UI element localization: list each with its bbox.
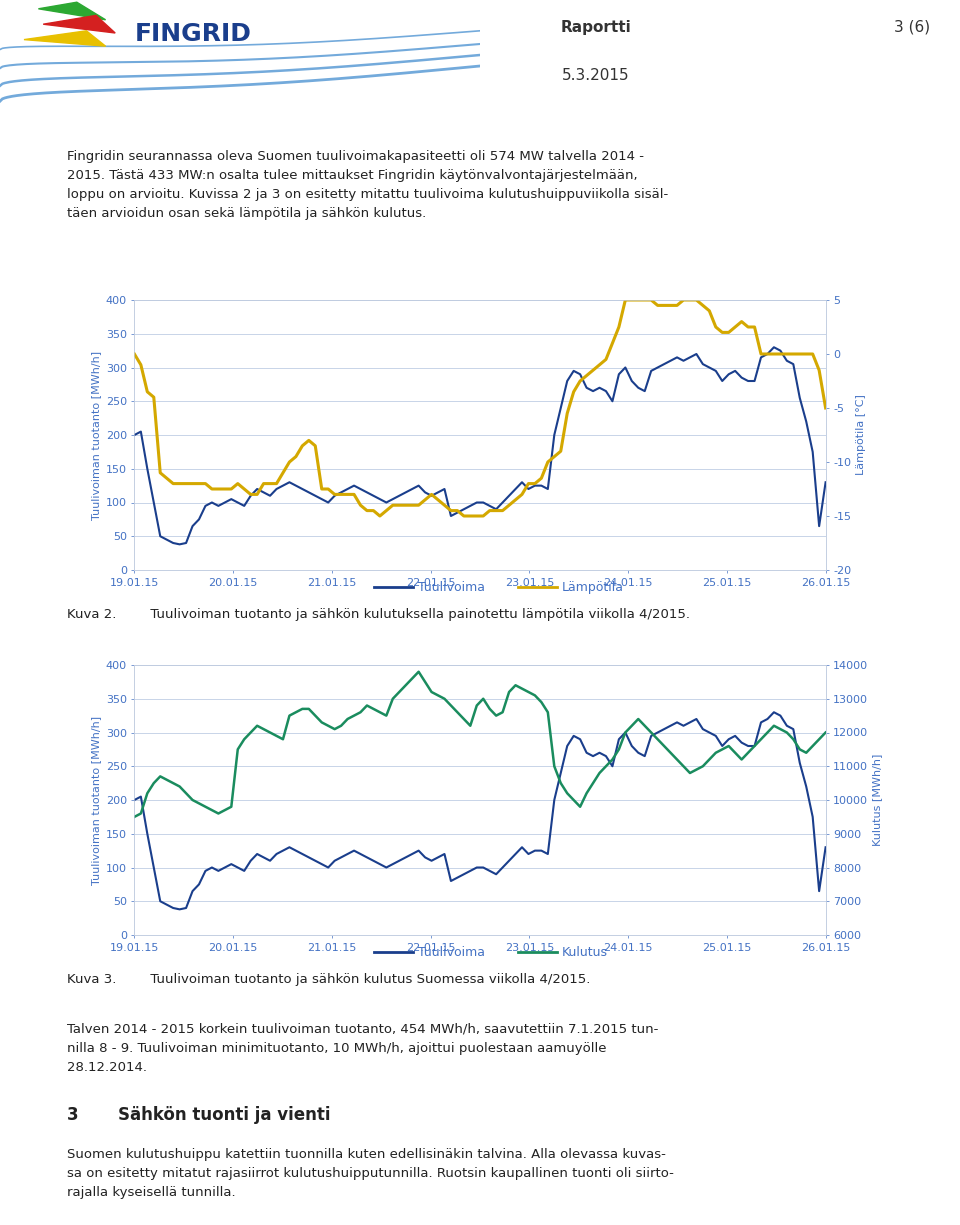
Polygon shape	[43, 16, 115, 33]
Text: Suomen kulutushuippu katettiin tuonnilla kuten edellisinäkin talvina. Alla oleva: Suomen kulutushuippu katettiin tuonnilla…	[67, 1148, 674, 1199]
Y-axis label: Kulutus [MWh/h]: Kulutus [MWh/h]	[873, 753, 882, 846]
Text: Lämpötila: Lämpötila	[562, 581, 624, 593]
Text: Kuva 2.        Tuulivoiman tuotanto ja sähkön kulutuksella painotettu lämpötila : Kuva 2. Tuulivoiman tuotanto ja sähkön k…	[67, 608, 690, 621]
Text: FINGRID: FINGRID	[134, 22, 252, 47]
Text: Kulutus: Kulutus	[562, 946, 608, 958]
Text: 5.3.2015: 5.3.2015	[562, 69, 630, 83]
Text: 3 (6): 3 (6)	[894, 20, 929, 34]
Text: Talven 2014 - 2015 korkein tuulivoiman tuotanto, 454 MWh/h, saavutettiin 7.1.201: Talven 2014 - 2015 korkein tuulivoiman t…	[67, 1023, 659, 1074]
Polygon shape	[24, 31, 106, 47]
Y-axis label: Tuulivoiman tuotanto [MWh/h]: Tuulivoiman tuotanto [MWh/h]	[91, 350, 102, 519]
Polygon shape	[38, 2, 106, 20]
Y-axis label: Tuulivoiman tuotanto [MWh/h]: Tuulivoiman tuotanto [MWh/h]	[91, 715, 102, 884]
Text: 3: 3	[67, 1105, 79, 1123]
Text: Fingridin seurannassa oleva Suomen tuulivoimakapasiteetti oli 574 MW talvella 20: Fingridin seurannassa oleva Suomen tuuli…	[67, 149, 668, 220]
Text: Tuulivoima: Tuulivoima	[418, 581, 485, 593]
Text: Kuva 3.        Tuulivoiman tuotanto ja sähkön kulutus Suomessa viikolla 4/2015.: Kuva 3. Tuulivoiman tuotanto ja sähkön k…	[67, 973, 590, 986]
Text: Raportti: Raportti	[561, 20, 631, 34]
Y-axis label: Lämpötila [°C]: Lämpötila [°C]	[855, 394, 866, 475]
Text: Tuulivoima: Tuulivoima	[418, 946, 485, 958]
Text: Sähkön tuonti ja vienti: Sähkön tuonti ja vienti	[118, 1105, 330, 1123]
